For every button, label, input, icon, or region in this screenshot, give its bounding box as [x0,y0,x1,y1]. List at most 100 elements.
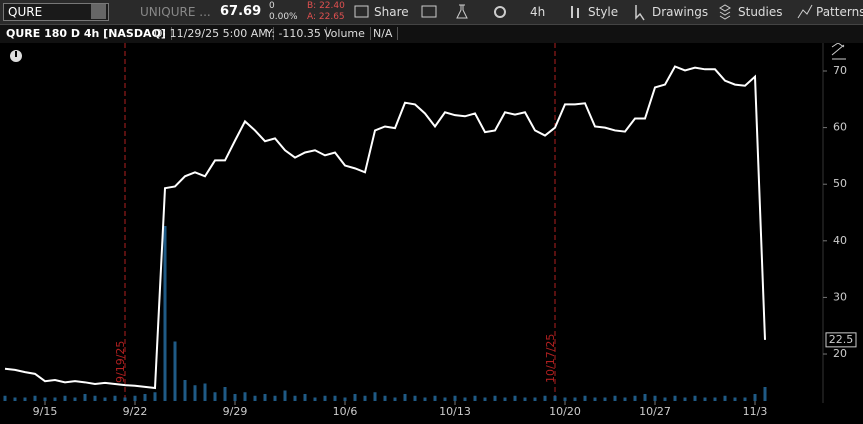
volume-label: Volume [324,27,371,40]
date-readout: D: 11/29/25 5:00 AM [154,27,274,40]
change-pct: 0.00% [269,12,298,22]
volume-bar [83,394,87,401]
last-price: 67.69 [220,4,262,19]
toolbar: QURE UNIQURE ... 67.69 0 0.00% B: 22.40 … [0,0,863,25]
x-tick-label: 10/27 [639,405,671,418]
volume-bar [533,397,537,401]
share-button[interactable]: Share [374,5,409,19]
style-icon[interactable] [571,6,579,18]
volume-bar [573,397,577,401]
alert-mark [15,51,17,57]
volume-bar [203,383,207,401]
studies-button[interactable]: Studies [738,5,783,19]
volume-bar [413,395,417,401]
volume-bar [123,397,127,401]
style-button[interactable]: Style [588,5,619,19]
ask: A: 22.65 [307,12,345,22]
volume-bar [613,395,617,401]
volume-bar [333,395,337,401]
chart-tool-icon[interactable] [831,43,846,60]
volume-bar [93,395,97,401]
volume-bar [653,395,657,401]
toolbar-icons [354,4,813,21]
info-bar: QURE 180 D 4h [NASDAQ] D: 11/29/25 5:00 … [0,25,863,43]
volume-bar [553,395,557,401]
volume-bar [243,392,247,401]
x-tick-label: 10/13 [439,405,471,418]
x-tick-label: 10/6 [333,405,358,418]
volume-bar [43,397,47,401]
volume-bar [13,397,17,401]
volume-bar [233,394,237,401]
volume-bar [273,395,277,401]
volume-bar [423,397,427,401]
volume-bar [443,397,447,401]
patterns-button[interactable]: Patterns [816,5,863,19]
volume-bar [473,395,477,401]
volume-bar [703,397,707,401]
volume-bar [113,395,117,401]
share-icon[interactable] [354,5,369,18]
volume-bar [493,395,497,401]
volume-bar [593,397,597,401]
volume-bar [323,395,327,401]
x-tick-label: 9/22 [123,405,148,418]
volume-bar [513,395,517,401]
volume-bar [3,395,7,401]
volume-bar [193,385,197,401]
volume-bar [743,397,747,401]
y-tick-label: 70 [833,64,847,77]
change: 0 [269,1,275,11]
volume-bar [463,397,467,401]
volume-bar [603,397,607,401]
dropdown[interactable] [91,4,106,19]
volume-bar [433,395,437,401]
x-tick-label: 9/15 [33,405,58,418]
y-tick-label: 20 [833,347,847,360]
volume-bar [683,397,687,401]
volume-bar [383,395,387,401]
volume-bar [363,395,367,401]
volume-bar [503,397,507,401]
lab-icon[interactable] [456,4,468,19]
volume-bar [163,226,167,401]
volume-bar [663,397,667,401]
x-tick-label: 10/20 [549,405,581,418]
volume-bar [763,387,767,401]
x-tick-label: 9/29 [223,405,248,418]
volume-bar [173,341,177,401]
drawings-button[interactable]: Drawings [652,5,709,19]
volume-bar [693,395,697,401]
volume-bar [263,394,267,401]
settings-icon[interactable] [494,6,506,18]
volume-bar [223,387,227,401]
volume-bar [643,394,647,401]
date-marker-label: 10/17/25 [544,334,557,383]
volume-bar [563,397,567,401]
bid: B: 22.40 [307,1,345,11]
volume-bar [673,395,677,401]
volume-bar [373,392,377,401]
volume-bar [483,397,487,401]
drawings-icon[interactable] [635,5,645,21]
symbol-box[interactable] [3,3,109,21]
patterns-icon[interactable] [797,4,813,19]
volume-bar [313,397,317,401]
volume-bar [753,394,757,401]
volume-bar [623,397,627,401]
volume-bar [523,397,527,401]
volume-bar [293,395,297,401]
symbol[interactable]: QURE [8,5,43,19]
studies-icon[interactable] [719,4,731,20]
volume-bar [713,397,717,401]
info-icon[interactable] [421,5,437,18]
date-marker-label: 9/19/25 [114,341,127,383]
volume-bar [213,392,217,401]
volume-bar [543,395,547,401]
x-tick-label: 11/3 [743,405,768,418]
volume-value: N/A [373,27,399,40]
volume-bar [393,397,397,401]
y-tick-label: 30 [833,290,847,303]
interval-button[interactable]: 4h [530,5,546,19]
